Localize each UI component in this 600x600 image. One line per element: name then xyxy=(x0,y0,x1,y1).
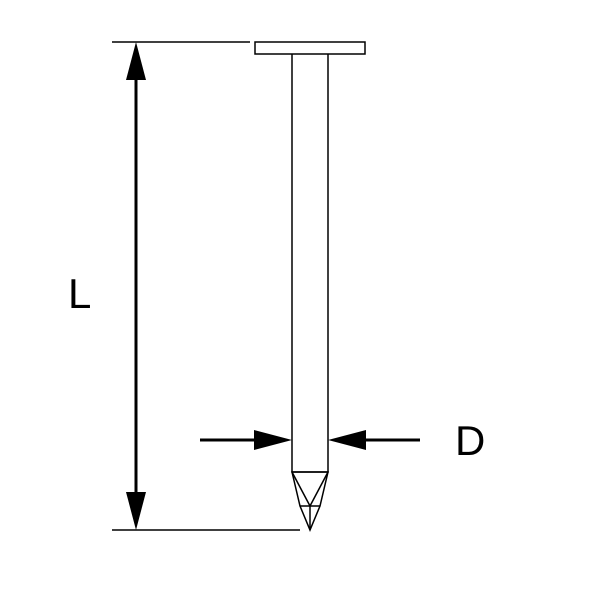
length-dimension xyxy=(126,42,146,530)
length-label: L xyxy=(68,270,91,317)
diameter-dimension xyxy=(200,430,420,450)
nail xyxy=(255,42,365,530)
nail-shaft xyxy=(292,54,328,472)
nail-tip xyxy=(292,472,328,530)
nail-head xyxy=(255,42,365,54)
diameter-label: D xyxy=(455,417,485,464)
nail-dimension-diagram: L D xyxy=(0,0,600,600)
